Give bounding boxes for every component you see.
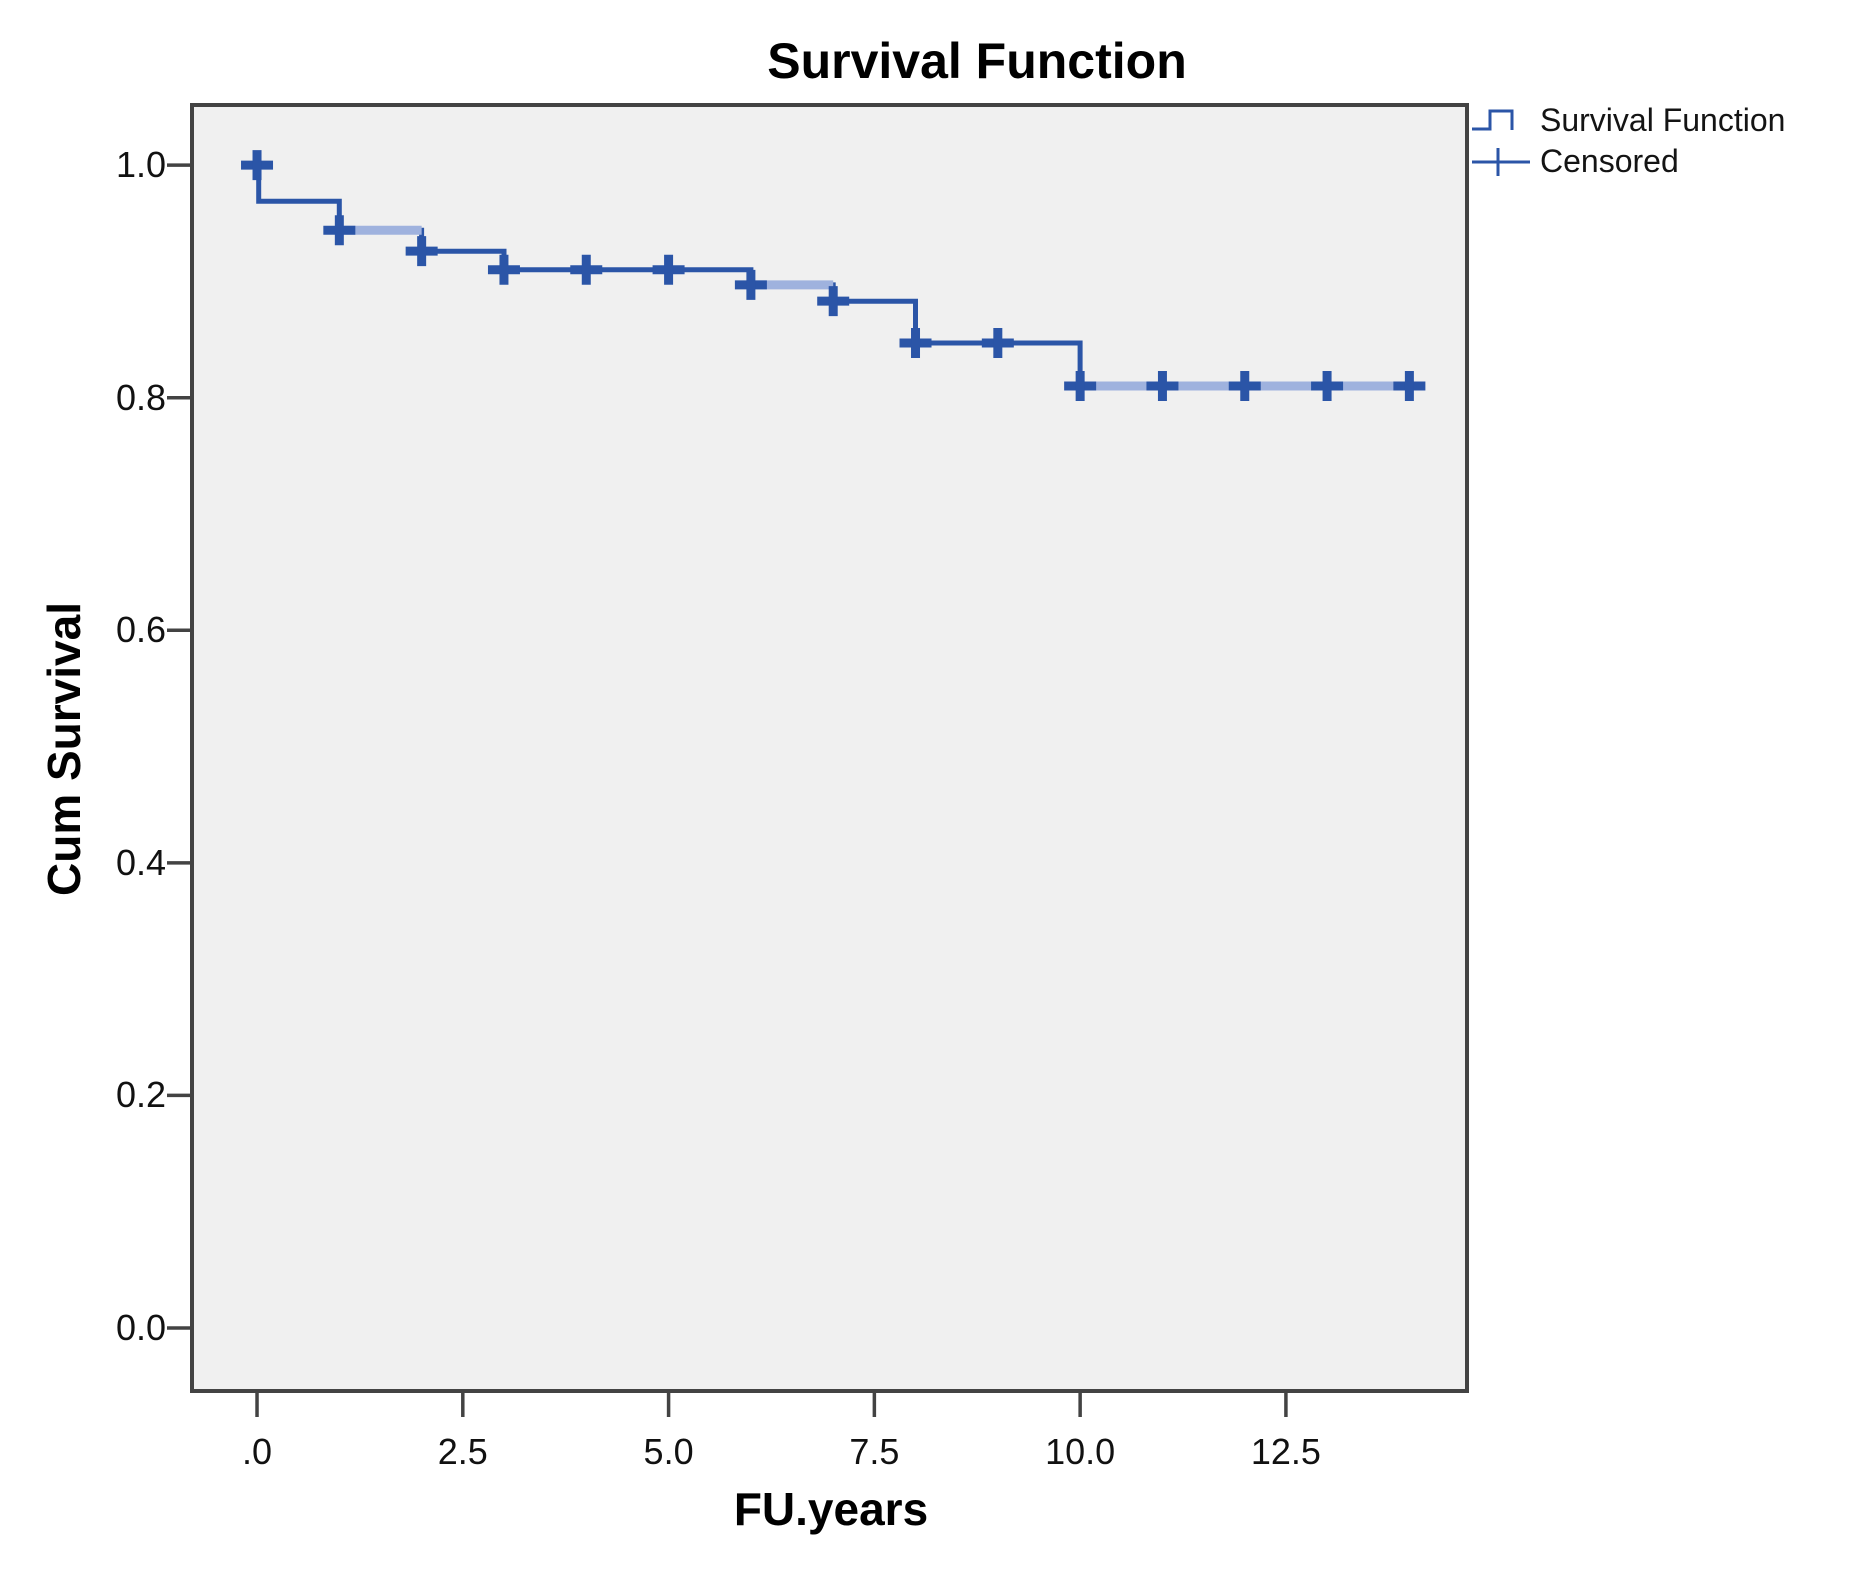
survival-step-line: [256, 162, 1422, 389]
x-tick-label: 2.5: [437, 1431, 488, 1472]
x-tick-label: .0: [242, 1431, 273, 1472]
step-line-icon: [1472, 109, 1514, 130]
x-tick-label: 5.0: [643, 1431, 694, 1472]
plus-marker-icon: [1472, 147, 1530, 176]
x-axis-title: FU.years: [733, 1483, 929, 1535]
y-tick-label: 0.4: [115, 841, 166, 883]
y-tick-label: 0.6: [115, 609, 166, 651]
legend: Survival Function Censored: [1470, 100, 1785, 182]
x-tick-label: 7.5: [849, 1431, 900, 1472]
y-tick-label: 0.8: [115, 376, 166, 418]
y-tick-label: 0.2: [115, 1074, 166, 1116]
plot-area: [192, 105, 1467, 1391]
legend-label-censored: Censored: [1540, 143, 1679, 179]
y-tick-label: 1.0: [115, 144, 166, 186]
chart-title: Survival Function: [767, 33, 1187, 89]
legend-item-censored: Censored: [1470, 141, 1785, 182]
x-tick-label: 10.0: [1045, 1431, 1116, 1472]
plot-border: [190, 103, 1469, 1393]
legend-label-survival-function: Survival Function: [1540, 102, 1786, 138]
y-tick-label: 0.0: [115, 1306, 166, 1348]
legend-item-survival-function: Survival Function: [1470, 100, 1785, 141]
x-tick-label: 12.5: [1250, 1431, 1321, 1472]
